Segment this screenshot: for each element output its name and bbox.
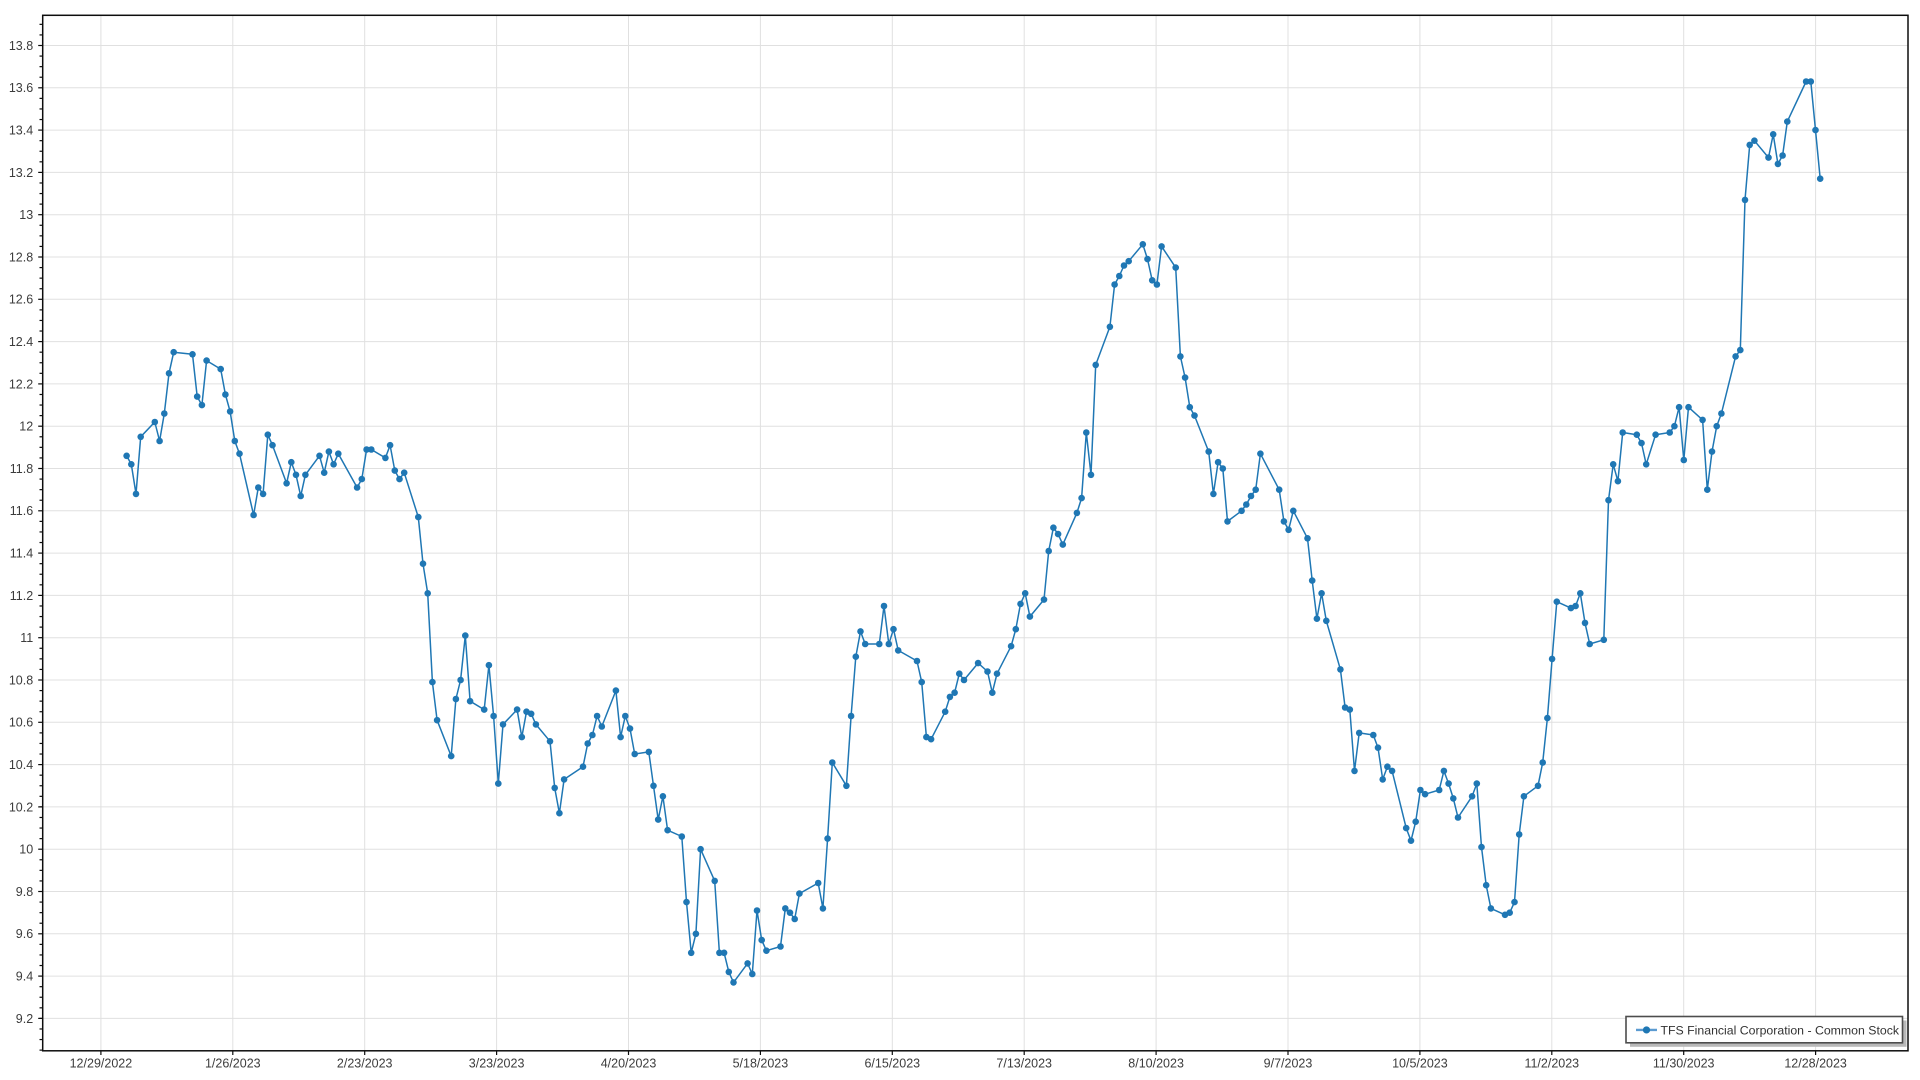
svg-text:2/23/2023: 2/23/2023 xyxy=(337,1057,393,1071)
svg-text:13.2: 13.2 xyxy=(9,166,33,180)
svg-text:13: 13 xyxy=(19,208,33,222)
svg-text:13.8: 13.8 xyxy=(9,39,33,53)
svg-text:10.2: 10.2 xyxy=(9,800,33,814)
svg-text:12.4: 12.4 xyxy=(9,335,33,349)
svg-text:11/30/2023: 11/30/2023 xyxy=(1653,1057,1715,1071)
svg-text:11.8: 11.8 xyxy=(10,462,33,476)
svg-text:12/29/2022: 12/29/2022 xyxy=(70,1057,133,1071)
svg-text:10.8: 10.8 xyxy=(9,673,33,687)
svg-text:11/2/2023: 11/2/2023 xyxy=(1524,1057,1579,1071)
svg-text:12.8: 12.8 xyxy=(9,250,33,264)
svg-text:9.8: 9.8 xyxy=(16,885,33,899)
svg-text:10.6: 10.6 xyxy=(9,716,33,730)
svg-text:7/13/2023: 7/13/2023 xyxy=(996,1057,1052,1071)
svg-text:8/10/2023: 8/10/2023 xyxy=(1128,1057,1184,1071)
svg-text:11.4: 11.4 xyxy=(10,547,33,561)
svg-text:10/5/2023: 10/5/2023 xyxy=(1392,1057,1448,1071)
svg-text:5/18/2023: 5/18/2023 xyxy=(733,1057,789,1071)
svg-text:9.4: 9.4 xyxy=(16,970,33,984)
svg-text:6/15/2023: 6/15/2023 xyxy=(864,1057,920,1071)
svg-text:3/23/2023: 3/23/2023 xyxy=(469,1057,525,1071)
svg-text:10.4: 10.4 xyxy=(9,758,33,772)
svg-text:11: 11 xyxy=(20,631,33,645)
svg-text:13.4: 13.4 xyxy=(9,124,33,138)
svg-text:11.6: 11.6 xyxy=(10,504,33,518)
svg-text:TFS Financial Corporation - Co: TFS Financial Corporation - Common Stock xyxy=(1661,1024,1900,1038)
svg-text:9/7/2023: 9/7/2023 xyxy=(1264,1057,1313,1071)
svg-text:10: 10 xyxy=(19,843,33,857)
svg-text:12.6: 12.6 xyxy=(9,293,33,307)
svg-text:12/28/2023: 12/28/2023 xyxy=(1784,1057,1847,1071)
svg-text:1/26/2023: 1/26/2023 xyxy=(205,1057,261,1071)
svg-text:9.2: 9.2 xyxy=(16,1012,33,1026)
svg-text:4/20/2023: 4/20/2023 xyxy=(601,1057,657,1071)
svg-text:9.6: 9.6 xyxy=(16,927,33,941)
svg-text:11.2: 11.2 xyxy=(10,589,33,603)
svg-text:12.2: 12.2 xyxy=(9,377,33,391)
svg-text:13.6: 13.6 xyxy=(9,81,33,95)
svg-text:12: 12 xyxy=(19,420,33,434)
